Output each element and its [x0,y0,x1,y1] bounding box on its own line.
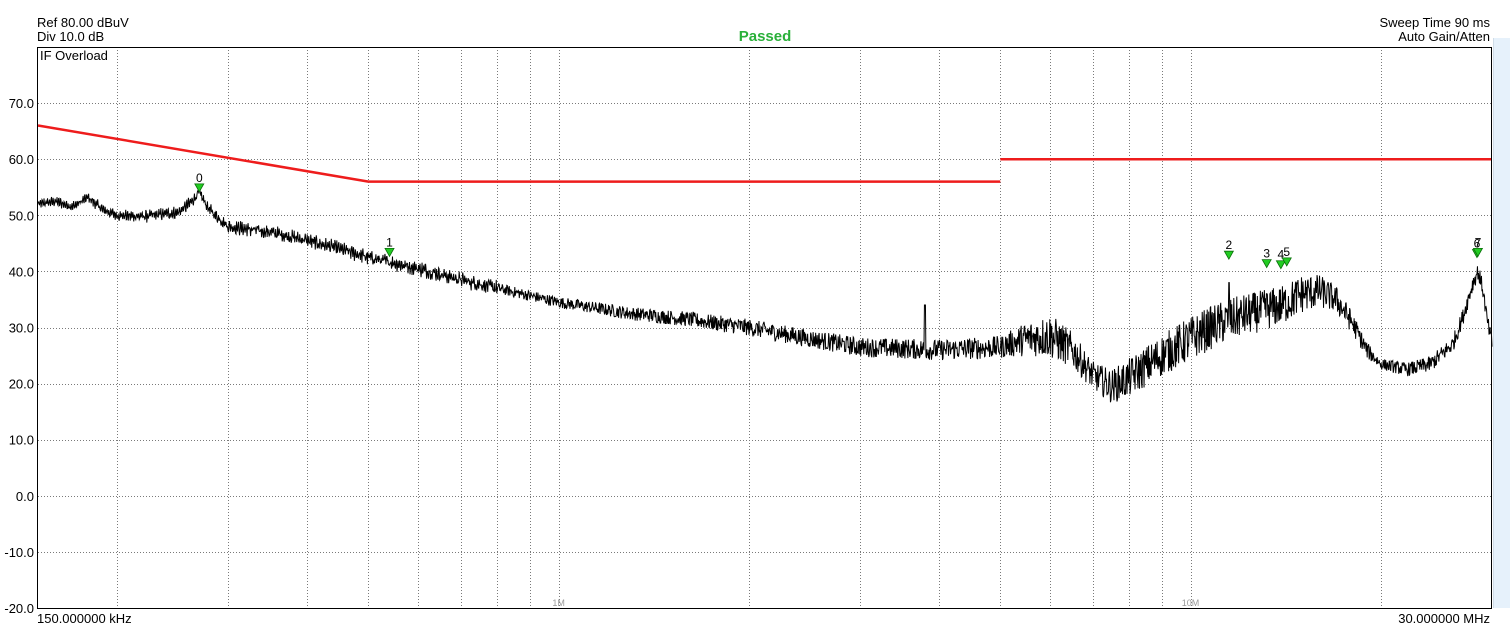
limit-lines [37,124,1492,183]
if-overload-flag: IF Overload [40,48,108,63]
marker-label: 7 [1475,235,1482,249]
marker-7[interactable]: 7 [1472,235,1484,258]
sweep-time-label: Sweep Time 90 ms [1379,15,1490,30]
y-tick-label: 20.0 [9,377,34,392]
marker-label: 1 [386,235,393,249]
marker-5[interactable]: 5 [1281,245,1292,267]
ref-level-label: Ref 80.00 dBuV [37,15,129,30]
scroll-panel[interactable] [1493,38,1510,608]
marker-label: 5 [1283,245,1290,259]
y-tick-label: 0.0 [16,489,34,504]
marker-label: 6 [1474,236,1481,250]
marker-label: 3 [1263,247,1270,261]
marker-label: 2 [1226,238,1233,252]
x-stop-label: 30.000000 MHz [1398,611,1490,626]
marker-0[interactable]: 0 [194,171,205,193]
y-tick-label: 50.0 [9,208,34,223]
marker-2[interactable]: 2 [1223,238,1235,260]
marker-4[interactable]: 4 [1275,248,1287,270]
marker-triangle [1261,259,1272,269]
y-tick-label: -10.0 [4,545,34,560]
x-decade-label: 10M [1182,598,1200,608]
grid [38,47,1492,608]
trace [37,188,1493,403]
y-tick-label: 30.0 [9,321,34,336]
marker-label: 4 [1278,248,1285,262]
x-decade-label: 1M [552,598,565,608]
division-label: Div 10.0 dB [37,29,105,44]
markers[interactable]: 0 1 2 3 4 5 67 [194,171,1484,270]
marker-triangle [1223,250,1235,260]
y-tick-label: 10.0 [9,433,34,448]
marker-triangle [194,183,205,193]
gain-mode-label: Auto Gain/Atten [1398,29,1490,44]
x-start-label: 150.000000 kHz [37,611,132,626]
marker-1[interactable]: 1 [384,235,395,258]
y-tick-label: 40.0 [9,264,34,279]
marker-triangle [1281,257,1292,267]
limit-line [37,124,369,183]
marker-label: 0 [196,171,203,185]
pass-status: Passed [738,28,792,45]
marker-triangle [384,247,395,258]
plot-frame [37,47,1492,609]
spectrum-trace [37,188,1493,403]
marker-3[interactable]: 3 [1261,247,1272,269]
y-tick-label: -20.0 [4,601,34,616]
marker-triangle [1472,247,1484,258]
axis-labels: 70.0 60.0 50.0 40.0 30.0 20.0 10.0 0.0 -10.0 -20.… [4,96,1490,626]
y-tick-label: 60.0 [9,152,34,167]
y-tick-label: 70.0 [9,96,34,111]
marker-triangle [1275,260,1287,270]
